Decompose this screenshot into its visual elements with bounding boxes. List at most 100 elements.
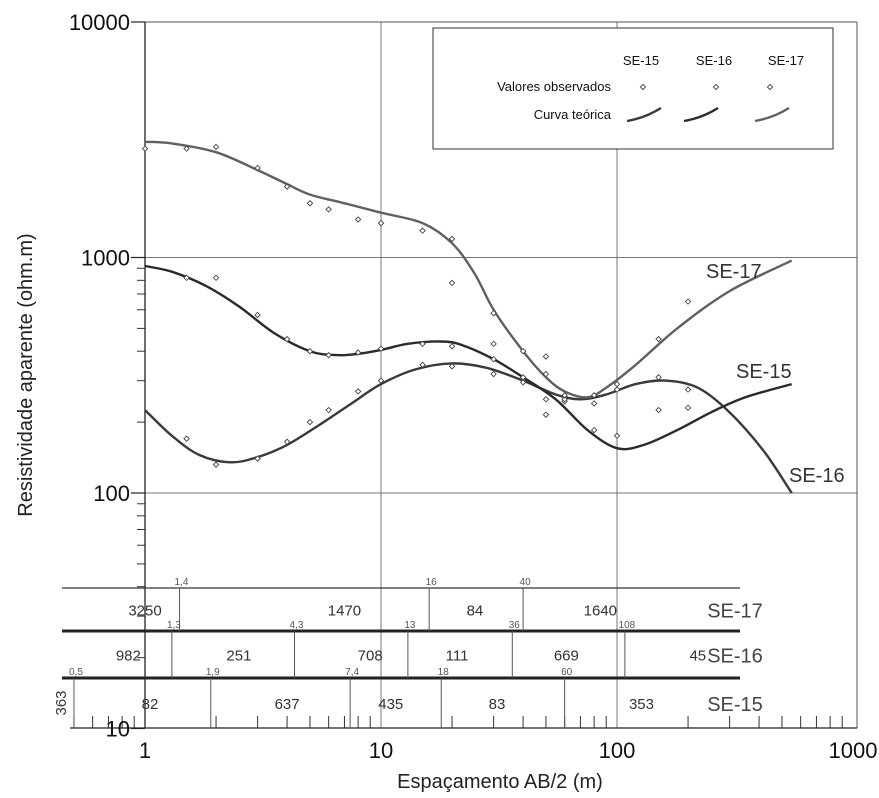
layer-resistivity: 82 (142, 696, 159, 713)
observed-point-se-15 (212, 461, 220, 468)
layer-resistivity: 435 (378, 696, 403, 713)
curve-se-16 (144, 264, 793, 451)
observed-point-se-15 (448, 363, 456, 370)
observed-points (141, 143, 692, 468)
observed-point-se-15 (613, 386, 621, 393)
layer-resistivity: 353 (629, 696, 654, 713)
y-tick-label: 10 (106, 717, 130, 742)
observed-point-se-15 (325, 406, 332, 414)
observed-point-se-17 (490, 309, 497, 317)
theoretical-curves (144, 140, 793, 494)
layer-depth-label: 16 (426, 577, 438, 588)
layer-model-name: SE-17 (707, 601, 763, 623)
y-tick-label: 1000 (81, 246, 130, 271)
observed-point-se-17 (448, 279, 456, 287)
y-tick-label: 10000 (69, 10, 130, 35)
observed-point-se-17 (561, 392, 568, 399)
curve-label-se-16: SE-16 (789, 465, 845, 487)
observed-point-se-17 (254, 164, 261, 172)
layer-resistivity: 111 (446, 648, 469, 665)
x-tick-label: 10 (369, 738, 393, 763)
observed-point-se-17 (684, 298, 692, 305)
legend-marker-se-17 (766, 83, 774, 91)
layer-model-name: SE-16 (707, 646, 763, 668)
layer-resistivity: 982 (116, 648, 141, 665)
observed-point-se-16 (519, 374, 527, 381)
curve-label-se-17: SE-17 (706, 261, 762, 283)
layer-depth-label: 7,4 (345, 667, 359, 678)
layer-resistivity: 3250 (128, 603, 161, 620)
observed-point-se-16 (212, 274, 220, 282)
observed-point-se-17 (519, 347, 527, 355)
observed-point-se-15 (590, 400, 598, 407)
observed-point-se-17 (542, 353, 550, 360)
legend-swatch-se-17 (754, 106, 790, 123)
curve-se-15 (144, 362, 793, 494)
observed-point-se-17 (655, 335, 662, 343)
observed-point-se-16 (561, 396, 568, 403)
observed-point-se-15 (183, 435, 190, 442)
layer-depth-label: 18 (438, 667, 450, 678)
layer-model-se-15: 0,5 1,9 7,4 18 60 363 82 637 435 83 353 SE-15 (53, 667, 763, 728)
curve-se-17 (144, 140, 793, 399)
legend-marker-se-16 (712, 83, 720, 91)
layer-resistivity: 84 (467, 603, 484, 620)
legend-column-se-16: SE-16 (696, 53, 732, 68)
layer-depth-label: 13 (404, 620, 416, 631)
observed-point-se-16 (419, 340, 426, 348)
curve-label-se-15: SE-15 (736, 361, 792, 383)
observed-point-se-17 (419, 227, 426, 234)
layer-resistivity: 637 (275, 696, 300, 713)
layer-resistivity: 251 (226, 648, 251, 665)
observed-point-se-17 (377, 219, 385, 227)
observed-point-se-16 (490, 355, 497, 363)
layer-resistivity: 669 (554, 648, 579, 665)
observed-point-se-15 (254, 455, 261, 462)
x-tick-label: 1 (139, 738, 151, 763)
layer-depth-label: 36 (509, 620, 521, 631)
legend-column-se-17: SE-17 (768, 53, 804, 68)
layer-resistivity: 708 (358, 648, 383, 665)
layer-depth-label: 1,9 (206, 667, 220, 678)
observed-point-se-15 (655, 406, 662, 414)
layer-depth-label: 4,3 (290, 620, 304, 631)
observed-point-se-15 (306, 418, 314, 426)
observed-point-se-17 (542, 370, 550, 378)
layer-resistivity: 45 (689, 648, 706, 665)
plot-frame (70, 21, 858, 729)
observed-point-se-16 (684, 386, 692, 393)
observed-point-se-17 (354, 216, 362, 223)
legend-observed-label: Valores observados (497, 79, 611, 94)
observed-point-se-16 (377, 345, 385, 352)
observed-point-se-16 (254, 311, 261, 319)
legend-theoretical-label: Curva teórica (534, 107, 612, 122)
observed-point-se-17 (283, 183, 291, 190)
observed-point-se-17 (141, 145, 149, 152)
observed-point-se-16 (590, 426, 598, 434)
layer-resistivity: 1640 (584, 603, 617, 620)
legend-swatch-se-16 (683, 106, 719, 123)
observed-point-se-15 (684, 404, 692, 412)
observed-point-se-16 (655, 374, 662, 381)
observed-point-se-16 (283, 335, 291, 343)
observed-point-se-17 (183, 145, 190, 152)
observed-point-se-15 (542, 396, 550, 403)
observed-point-se-16 (325, 351, 332, 359)
observed-point-se-15 (519, 379, 527, 386)
observed-point-se-16 (448, 342, 456, 350)
layer-depth-label: 108 (619, 620, 636, 631)
observed-point-se-17 (613, 380, 621, 388)
layer-depth-label: 0,5 (69, 667, 83, 678)
x-axis-label: Espaçamento AB/2 (m) (397, 771, 603, 793)
observed-point-se-17 (325, 206, 332, 213)
layer-resistivity: 1470 (328, 603, 361, 620)
observed-point-se-16 (306, 347, 314, 355)
observed-point-se-15 (419, 361, 426, 369)
observed-point-se-16 (613, 432, 621, 440)
observed-point-se-16 (354, 349, 362, 356)
observed-point-se-15 (354, 388, 362, 395)
observed-point-se-17 (490, 340, 497, 348)
